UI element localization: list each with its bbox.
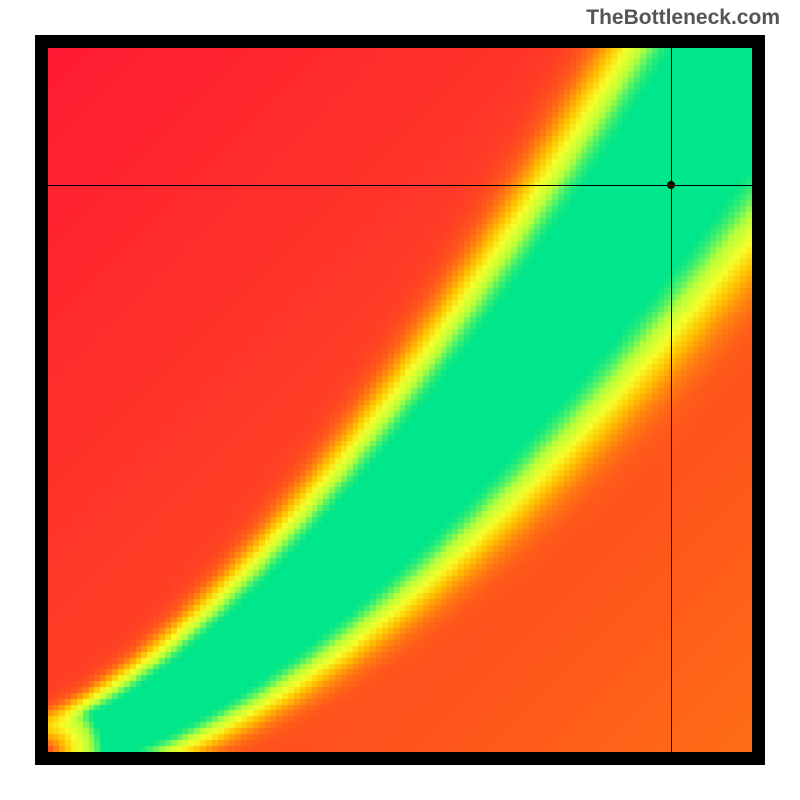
plot-frame	[35, 35, 765, 765]
plot-area	[48, 48, 752, 752]
crosshair-horizontal	[48, 185, 752, 186]
marker-point	[667, 181, 675, 189]
crosshair-vertical	[671, 48, 672, 752]
chart-container: TheBottleneck.com	[0, 0, 800, 800]
heatmap-canvas	[48, 48, 752, 752]
watermark-text: TheBottleneck.com	[586, 6, 780, 30]
